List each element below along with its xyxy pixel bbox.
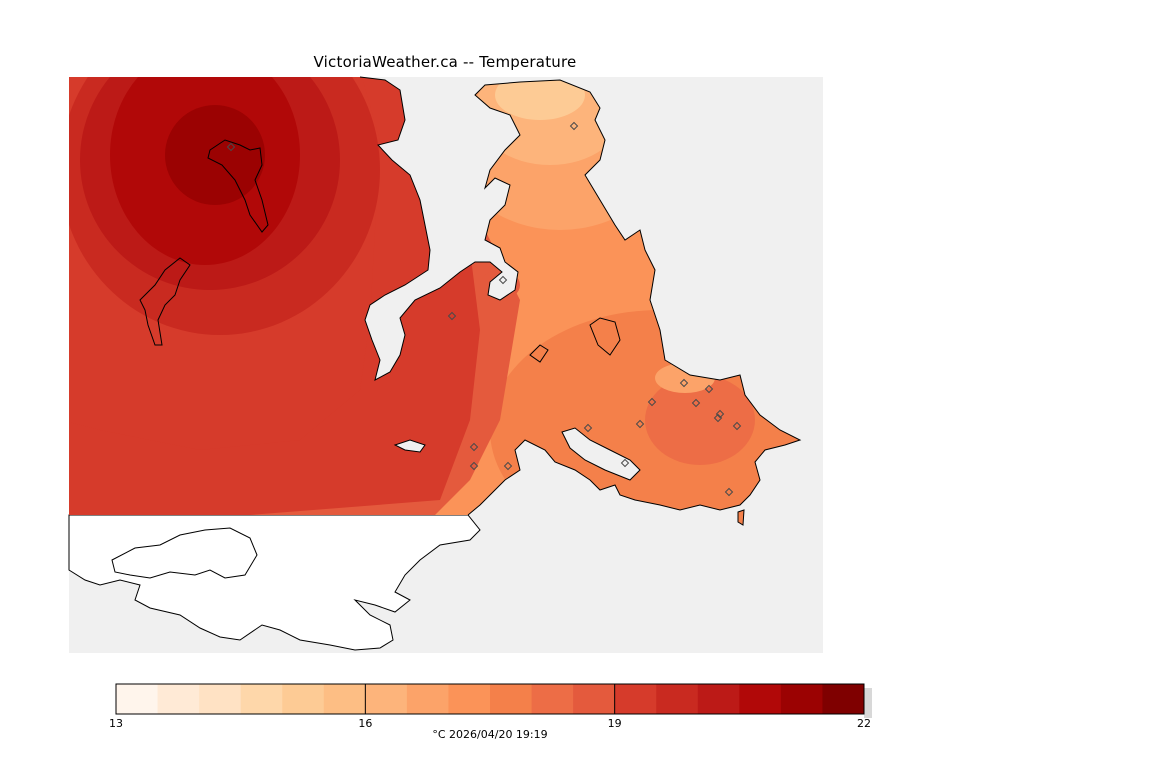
- colorbar-tick-label: 22: [857, 717, 871, 730]
- lake-elk: [589, 317, 621, 356]
- station-diamond-icon[interactable]: [498, 275, 508, 285]
- station-diamond-icon[interactable]: [503, 461, 513, 471]
- station-diamond-icon[interactable]: [469, 442, 479, 452]
- map-title: VictoriaWeather.ca -- Temperature: [313, 53, 577, 71]
- station-markers: [226, 121, 742, 497]
- station-diamond-icon[interactable]: [713, 413, 723, 423]
- station-diamond-icon[interactable]: [569, 121, 579, 131]
- colorbar-swatch: [573, 684, 616, 714]
- station-diamond-icon[interactable]: [635, 419, 645, 429]
- colorbar-swatch: [116, 684, 159, 714]
- station-diamond-icon[interactable]: [715, 409, 725, 419]
- station-diamond-icon[interactable]: [447, 311, 457, 321]
- station-diamond-icon[interactable]: [732, 421, 742, 431]
- station-diamond-icon[interactable]: [469, 461, 479, 471]
- lake-shawnigan: [207, 139, 269, 233]
- colorbar-tick-label: 19: [607, 717, 622, 730]
- colorbar-swatch: [365, 684, 408, 714]
- colorbar-swatch: [282, 684, 325, 714]
- colorbar-swatch: [323, 684, 366, 714]
- colorbar-swatch: [780, 684, 823, 714]
- colorbar-swatch: [656, 684, 699, 714]
- colorbar-swatch: [614, 684, 657, 714]
- lake-sooke-basin: [393, 439, 426, 453]
- colorbar-swatch: [697, 684, 740, 714]
- station-diamond-icon[interactable]: [620, 458, 630, 468]
- colorbar-swatch: [490, 684, 533, 714]
- station-diamond-icon[interactable]: [226, 142, 236, 152]
- colorbar-tick-label: 13: [109, 717, 123, 730]
- colorbar-swatch: [199, 684, 242, 714]
- vancouver-island-coastline: [359, 76, 802, 516]
- station-diamond-icon[interactable]: [647, 397, 657, 407]
- lake-sooke: [139, 257, 191, 346]
- san-juan-island: [111, 527, 258, 579]
- colorbar-swatch: [822, 684, 865, 714]
- colorbar-swatch: [406, 684, 449, 714]
- units-and-timestamp: °C 2026/04/20 19:19: [432, 728, 548, 741]
- lake-prospect: [529, 344, 549, 363]
- station-diamond-icon[interactable]: [724, 487, 734, 497]
- colorbar-swatch: [157, 684, 200, 714]
- esquimalt-harbour: [561, 427, 641, 481]
- colorbar-swatch: [531, 684, 574, 714]
- islet-southeast: [737, 509, 745, 526]
- colorbar-swatch: [448, 684, 491, 714]
- colorbar-swatch: [739, 684, 782, 714]
- station-diamond-icon[interactable]: [704, 384, 714, 394]
- colorbar-tick-label: 16: [358, 717, 373, 730]
- colorbar-swatch: [240, 684, 283, 714]
- station-diamond-icon[interactable]: [691, 398, 701, 408]
- station-diamond-icon[interactable]: [583, 423, 593, 433]
- station-diamond-icon[interactable]: [679, 378, 689, 388]
